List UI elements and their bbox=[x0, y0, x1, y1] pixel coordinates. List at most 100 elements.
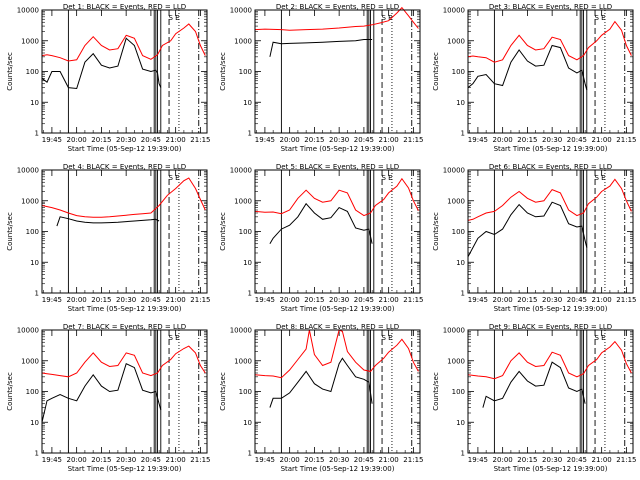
x-tick-label: 21:00 bbox=[592, 456, 612, 464]
x-tick-label: 21:15 bbox=[190, 136, 210, 144]
x-tick-label: 20:00 bbox=[280, 136, 300, 144]
x-tick-label: 19:45 bbox=[42, 296, 62, 304]
x-axis-label: Start Time (05-Sep-12 19:39:00) bbox=[68, 465, 182, 473]
annotation-s: S bbox=[381, 334, 386, 342]
y-tick-label: 10000 bbox=[443, 7, 465, 15]
x-tick-label: 20:00 bbox=[493, 456, 513, 464]
x-tick-label: 21:15 bbox=[616, 456, 636, 464]
y-tick-label: 10000 bbox=[443, 327, 465, 335]
annotation-s: S bbox=[168, 334, 173, 342]
y-tick-label: 100 bbox=[239, 228, 252, 236]
y-tick-label: 1 bbox=[35, 130, 39, 138]
panel-title: Det 1: BLACK = Events, RED = LLD bbox=[63, 3, 186, 11]
x-axis-label: Start Time (05-Sep-12 19:39:00) bbox=[494, 305, 608, 313]
annotation-e: E bbox=[601, 174, 605, 182]
y-tick-label: 1 bbox=[461, 130, 465, 138]
x-tick-label: 20:00 bbox=[67, 456, 87, 464]
x-tick-label: 20:45 bbox=[354, 296, 374, 304]
y-tick-label: 1000 bbox=[234, 37, 252, 45]
annotation-s: S bbox=[381, 174, 386, 182]
y-tick-label: 10 bbox=[30, 99, 39, 107]
x-tick-label: 20:30 bbox=[329, 136, 349, 144]
y-tick-label: 1 bbox=[461, 290, 465, 298]
y-tick-label: 10 bbox=[456, 99, 465, 107]
y-tick-label: 10000 bbox=[17, 7, 39, 15]
series-line-lld bbox=[467, 178, 632, 221]
annotation-e: E bbox=[175, 14, 179, 22]
x-tick-label: 21:00 bbox=[166, 136, 186, 144]
x-tick-label: 20:45 bbox=[141, 456, 161, 464]
x-tick-label: 21:00 bbox=[166, 296, 186, 304]
x-tick-label: 19:45 bbox=[255, 136, 275, 144]
annotation-s: S bbox=[594, 334, 599, 342]
panels-group: Det 1: BLACK = Events, RED = LLD Counts/s… bbox=[6, 3, 636, 473]
x-tick-label: 21:15 bbox=[616, 136, 636, 144]
x-tick-label: 20:15 bbox=[304, 136, 324, 144]
series-line-events bbox=[467, 201, 588, 258]
y-tick-label: 1 bbox=[461, 450, 465, 458]
x-tick-label: 19:45 bbox=[42, 136, 62, 144]
x-tick-label: 20:30 bbox=[116, 136, 136, 144]
y-tick-label: 1000 bbox=[21, 357, 39, 365]
x-tick-label: 19:45 bbox=[42, 456, 62, 464]
panel-det-8: Det 8: BLACK = Events, RED = LLD Counts/s… bbox=[219, 323, 423, 473]
x-tick-label: 19:45 bbox=[468, 136, 488, 144]
series-line-lld bbox=[41, 23, 206, 62]
y-tick-label: 10 bbox=[243, 419, 252, 427]
annotation-e: E bbox=[601, 334, 605, 342]
y-axis-label: Counts/sec bbox=[219, 212, 227, 251]
y-tick-label: 100 bbox=[26, 68, 39, 76]
panel-det-1: Det 1: BLACK = Events, RED = LLD Counts/s… bbox=[6, 3, 210, 153]
series-line-lld bbox=[41, 345, 206, 378]
series-line-lld bbox=[467, 20, 632, 63]
x-tick-label: 20:45 bbox=[141, 136, 161, 144]
panel-title: Det 2: BLACK = Events, RED = LLD bbox=[276, 3, 399, 11]
panel-title: Det 7: BLACK = Events, RED = LLD bbox=[63, 323, 186, 331]
annotation-s: S bbox=[594, 14, 599, 22]
annotation-s: S bbox=[594, 174, 599, 182]
x-tick-label: 19:45 bbox=[255, 456, 275, 464]
panel-det-2: Det 2: BLACK = Events, RED = LLD Counts/s… bbox=[219, 3, 423, 153]
annotation-e: E bbox=[175, 334, 179, 342]
y-tick-label: 10 bbox=[30, 259, 39, 267]
y-axis-label: Counts/sec bbox=[6, 372, 14, 411]
x-tick-label: 20:15 bbox=[304, 296, 324, 304]
x-tick-label: 20:30 bbox=[329, 296, 349, 304]
y-tick-label: 10 bbox=[243, 259, 252, 267]
x-tick-label: 20:45 bbox=[354, 456, 374, 464]
x-tick-label: 20:30 bbox=[542, 136, 562, 144]
x-axis-label: Start Time (05-Sep-12 19:39:00) bbox=[68, 305, 182, 313]
x-tick-label: 20:30 bbox=[542, 456, 562, 464]
y-tick-label: 1000 bbox=[234, 357, 252, 365]
y-tick-label: 1 bbox=[248, 450, 252, 458]
panel-det-4: Det 4: BLACK = Events, RED = LLD Counts/s… bbox=[6, 163, 210, 313]
annotation-s: S bbox=[381, 14, 386, 22]
x-tick-label: 20:45 bbox=[567, 136, 587, 144]
annotation-e: E bbox=[601, 14, 605, 22]
x-tick-label: 20:15 bbox=[304, 456, 324, 464]
y-tick-label: 10 bbox=[30, 419, 39, 427]
y-axis-label: Counts/sec bbox=[432, 212, 440, 251]
x-tick-label: 20:30 bbox=[329, 456, 349, 464]
x-axis-label: Start Time (05-Sep-12 19:39:00) bbox=[281, 145, 395, 153]
series-line-lld bbox=[467, 340, 632, 380]
plot-frame bbox=[467, 9, 634, 134]
annotation-e: E bbox=[388, 174, 392, 182]
series-line-events bbox=[56, 216, 160, 227]
y-axis-label: Counts/sec bbox=[432, 52, 440, 91]
x-tick-label: 21:00 bbox=[379, 136, 399, 144]
y-tick-label: 1 bbox=[248, 290, 252, 298]
x-tick-label: 20:30 bbox=[542, 296, 562, 304]
x-tick-label: 20:45 bbox=[567, 456, 587, 464]
y-tick-label: 10 bbox=[456, 419, 465, 427]
x-tick-label: 21:15 bbox=[403, 296, 423, 304]
y-tick-label: 100 bbox=[239, 388, 252, 396]
series-line-events bbox=[269, 39, 373, 57]
y-axis-label: Counts/sec bbox=[6, 52, 14, 91]
y-tick-label: 1000 bbox=[447, 37, 465, 45]
y-tick-label: 1000 bbox=[234, 197, 252, 205]
annotation-s: S bbox=[168, 174, 173, 182]
x-tick-label: 19:45 bbox=[468, 296, 488, 304]
y-tick-label: 100 bbox=[239, 68, 252, 76]
